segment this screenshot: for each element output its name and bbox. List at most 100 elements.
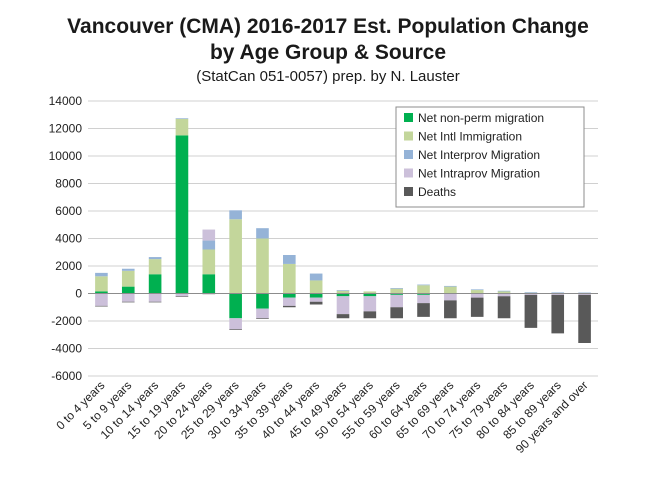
bar-segment xyxy=(578,294,591,343)
bar-segment xyxy=(551,292,565,294)
y-tick-label: 8000 xyxy=(55,177,82,191)
bar-segment xyxy=(121,293,135,302)
bar-segment xyxy=(175,135,189,294)
y-tick-label: 14000 xyxy=(49,94,83,108)
y-tick-label: 10000 xyxy=(49,149,83,163)
bar-segment xyxy=(95,291,108,294)
bar-segment xyxy=(578,292,591,294)
bar-segment xyxy=(121,270,135,287)
legend-label: Net Intraprov Migration xyxy=(418,167,540,181)
bar-segment xyxy=(417,293,430,295)
bar-segment xyxy=(175,118,189,136)
y-tick-label: 2000 xyxy=(55,259,82,273)
bar-segment xyxy=(363,296,377,312)
bar-segment xyxy=(363,291,377,294)
bar-segment xyxy=(121,286,135,294)
bar-segment xyxy=(363,311,377,319)
y-tick-label: 0 xyxy=(75,287,82,301)
bar-segment xyxy=(363,293,377,297)
legend: Net non-perm migration Net Intl Immigrati… xyxy=(395,106,585,208)
bar-segment xyxy=(175,118,189,119)
bar-segment xyxy=(175,293,189,297)
bar-segment xyxy=(470,293,484,298)
bar-segment xyxy=(470,290,484,294)
bar-segment xyxy=(148,257,162,260)
legend-swatch xyxy=(404,113,413,122)
bar-segment xyxy=(524,294,538,328)
bar-segment xyxy=(283,297,296,306)
bar-segment xyxy=(444,300,457,319)
bar-segment xyxy=(309,297,323,302)
axes: -6000 -4000 -2000 0 2000 4000 6000 8000 10000 120… xyxy=(49,94,598,456)
bar-segment xyxy=(121,301,135,303)
bar-segment xyxy=(417,284,430,286)
legend-label: Net Interprov Migration xyxy=(418,148,540,162)
bar-segment xyxy=(121,268,135,271)
bar-segment xyxy=(95,293,108,306)
bar-segment xyxy=(283,293,296,298)
legend-label: Net non-perm migration xyxy=(418,111,544,125)
bar-segment xyxy=(202,249,216,275)
bar-segment xyxy=(551,294,565,334)
bar-segment xyxy=(256,293,269,309)
chart-title: Vancouver (CMA) 2016-2017 Est. Populatio… xyxy=(0,14,656,66)
bar-segment xyxy=(229,318,242,330)
bar-segment xyxy=(148,293,162,302)
bar-segment xyxy=(148,274,162,294)
legend-label: Deaths xyxy=(418,185,456,199)
legend-swatch xyxy=(404,187,413,196)
bar-segment xyxy=(524,292,538,293)
bar-segment xyxy=(417,294,430,304)
bar-segment xyxy=(390,294,403,308)
bar-segment xyxy=(283,255,296,264)
bar-segment xyxy=(444,286,457,294)
bars xyxy=(95,118,591,343)
bar-segment xyxy=(470,289,484,291)
bar-segment xyxy=(175,296,189,297)
bar-segment xyxy=(551,293,565,295)
y-tick-label: -6000 xyxy=(51,369,82,383)
bar-segment xyxy=(390,288,403,294)
bar-segment xyxy=(229,219,242,294)
bar-segment xyxy=(202,240,216,250)
legend-swatch xyxy=(404,131,413,141)
bar-segment xyxy=(229,293,242,319)
bar-segment xyxy=(524,293,538,295)
bar-segment xyxy=(283,263,296,294)
y-tick-label: -4000 xyxy=(51,342,82,356)
bar-segment xyxy=(444,293,457,301)
bar-segment xyxy=(497,296,511,319)
bar-segment xyxy=(256,238,269,294)
y-tick-label: -2000 xyxy=(51,314,82,328)
legend-swatch xyxy=(404,150,413,159)
bar-segment xyxy=(470,297,484,317)
bar-segment xyxy=(336,293,350,297)
legend-swatch xyxy=(404,168,413,178)
bar-segment xyxy=(229,329,242,330)
bar-segment xyxy=(309,301,323,305)
bar-segment xyxy=(336,296,350,315)
bar-segment xyxy=(202,274,216,294)
bar-segment xyxy=(148,301,162,303)
bar-segment xyxy=(497,290,511,292)
bar-segment xyxy=(95,272,108,277)
bar-segment xyxy=(309,293,323,298)
bar-segment xyxy=(417,303,430,317)
chart-subtitle: (StatCan 051-0057) prep. by N. Lauster xyxy=(196,68,460,85)
bar-segment xyxy=(417,285,430,294)
chart-title-line2: by Age Group & Source xyxy=(209,41,447,64)
bar-segment xyxy=(202,229,216,241)
bar-segment xyxy=(336,290,350,294)
bar-segment xyxy=(390,288,403,289)
y-tick-label: 6000 xyxy=(55,204,82,218)
bar-segment xyxy=(309,273,323,281)
y-tick-label: 4000 xyxy=(55,232,82,246)
bar-segment xyxy=(390,307,403,319)
bar-segment xyxy=(497,293,511,297)
bar-segment xyxy=(95,276,108,292)
bar-segment xyxy=(256,308,269,319)
bar-segment xyxy=(95,305,108,307)
bar-segment xyxy=(148,259,162,275)
bar-segment xyxy=(336,314,350,319)
